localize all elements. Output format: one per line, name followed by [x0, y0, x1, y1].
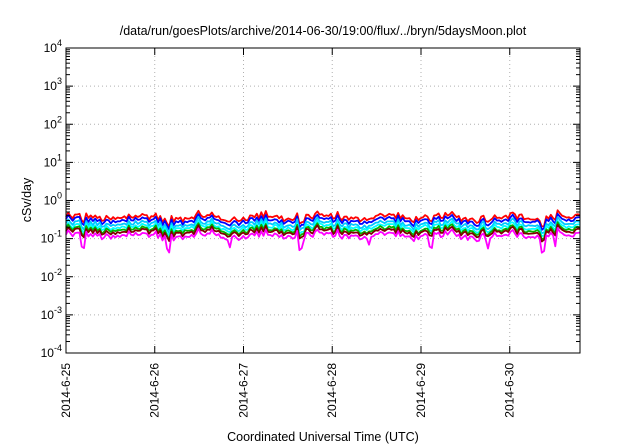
- y-tick-label: 102: [44, 114, 62, 131]
- x-tick-label: 2014-6-28: [325, 363, 339, 418]
- series-line: [65, 223, 581, 243]
- series-line: [65, 215, 581, 235]
- x-tick-label: 2014-6-25: [59, 363, 73, 418]
- x-axis: 2014-6-25 2014-6-26 2014-6-27 2014-6-28 2014…: [59, 48, 517, 418]
- series-line: [65, 227, 581, 254]
- y-tick-label: 104: [44, 38, 62, 55]
- grid-lines: [66, 48, 580, 353]
- y-axis-label: cSv/day: [20, 177, 34, 222]
- x-tick-label: 2014-6-26: [148, 363, 162, 418]
- chart-title: /data/run/goesPlots/archive/2014-06-30/1…: [120, 24, 527, 38]
- x-tick-label: 2014-6-30: [503, 363, 517, 418]
- x-tick-label: 2014-6-29: [414, 363, 428, 418]
- y-tick-label: 10-2: [41, 267, 62, 284]
- series-line: [65, 221, 581, 241]
- y-tick-label: 10-4: [41, 343, 62, 360]
- series-line: [65, 212, 581, 231]
- y-tick-label: 10-3: [41, 305, 62, 322]
- y-tick-label: 101: [44, 152, 62, 169]
- y-tick-label: 103: [44, 76, 62, 93]
- x-axis-label: Coordinated Universal Time (UTC): [227, 430, 419, 444]
- y-tick-label: 10-1: [41, 229, 62, 246]
- series-group: [65, 209, 581, 254]
- y-axis: 10-4 10-3 10-2 10-1 100 101 102 103 104: [41, 38, 580, 360]
- y-tick-label: 100: [44, 191, 62, 208]
- series-line: [65, 209, 581, 228]
- x-tick-label: 2014-6-27: [236, 363, 250, 418]
- series-line: [65, 219, 581, 237]
